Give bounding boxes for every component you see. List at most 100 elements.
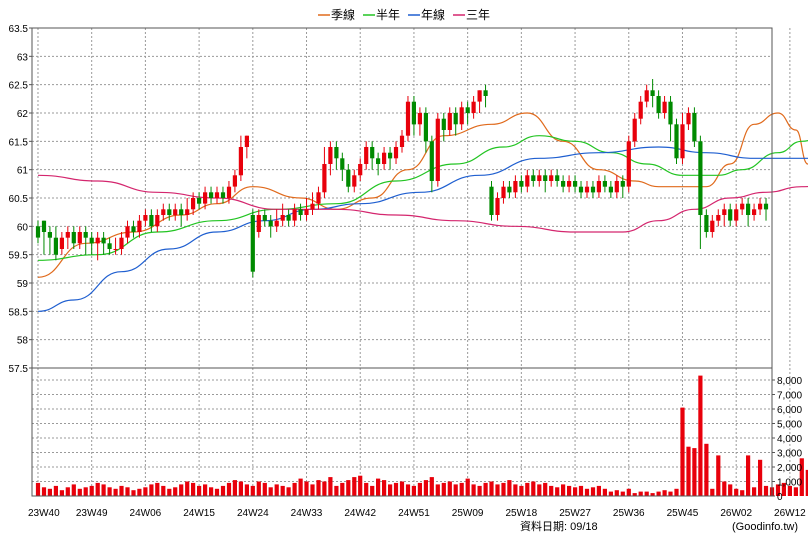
volume-bar xyxy=(405,484,411,496)
volume-bar xyxy=(507,480,512,496)
volume-bar xyxy=(799,458,804,496)
volume-bar xyxy=(746,455,751,496)
volume-bar xyxy=(584,488,590,497)
volume-bar xyxy=(292,482,297,496)
candle-body xyxy=(340,158,345,170)
candle-body xyxy=(173,209,178,215)
volume-bar xyxy=(710,488,715,497)
legend-label-3: 三年 xyxy=(466,8,490,22)
x-tick-label: 24W24 xyxy=(237,508,269,519)
candle-body xyxy=(429,141,434,181)
volume-bar xyxy=(626,488,631,497)
volume-bar xyxy=(668,491,673,496)
candle-body xyxy=(167,209,172,215)
volume-bar xyxy=(250,485,255,496)
candle-body xyxy=(161,209,166,215)
candle-body xyxy=(763,203,769,210)
volume-bar xyxy=(465,478,470,496)
candle-body xyxy=(740,203,745,210)
volume-bar xyxy=(483,482,488,496)
volume-bar xyxy=(602,488,607,497)
volume-bar xyxy=(364,482,369,496)
candle-body xyxy=(280,215,285,221)
candle-body xyxy=(555,175,560,181)
price-tick-label: 60 xyxy=(17,222,29,233)
candle-body xyxy=(197,198,202,204)
candle-body xyxy=(567,181,572,187)
volume-bar xyxy=(35,482,41,496)
volume-bar xyxy=(304,481,309,496)
candle-body xyxy=(638,101,643,119)
volume-bar xyxy=(793,487,798,496)
volume-bar xyxy=(280,485,285,496)
source-label: (Goodinfo.tw) xyxy=(732,521,798,533)
volume-bar xyxy=(197,485,202,496)
candle-body xyxy=(268,220,273,227)
volume-bar xyxy=(632,493,637,496)
candle-body xyxy=(405,101,411,136)
volume-bar xyxy=(740,490,745,496)
volume-bar xyxy=(519,485,524,496)
volume-bar xyxy=(525,482,530,496)
candle-body xyxy=(483,90,488,96)
candle-body xyxy=(495,198,500,215)
candle-body xyxy=(95,237,100,244)
candle-body xyxy=(220,192,226,198)
volume-bar xyxy=(716,455,721,496)
x-tick-label: 24W15 xyxy=(183,508,215,519)
volume-bar xyxy=(125,487,130,496)
candle-body xyxy=(471,101,476,113)
candle-body xyxy=(119,237,124,249)
candle-body xyxy=(686,113,691,125)
volume-bar xyxy=(596,485,601,496)
volume-bar xyxy=(471,484,476,496)
legend-label-1: 半年 xyxy=(376,8,400,22)
candle-body xyxy=(41,220,47,232)
volume-bar xyxy=(316,480,321,496)
candle-body xyxy=(35,226,41,238)
candle-body xyxy=(214,192,220,198)
candle-body xyxy=(584,186,590,193)
candle-body xyxy=(89,237,94,244)
candle-body xyxy=(107,243,112,249)
price-tick-label: 61.5 xyxy=(9,137,29,148)
volume-bar xyxy=(549,485,554,496)
volume-bar xyxy=(161,485,166,496)
volume-bar xyxy=(155,482,160,496)
candle-body xyxy=(382,152,387,164)
volume-bar xyxy=(805,469,808,496)
candle-body xyxy=(728,209,733,221)
volume-bar xyxy=(388,484,393,496)
candle-body xyxy=(238,147,243,176)
candle-body xyxy=(310,203,315,210)
volume-bar xyxy=(531,481,536,496)
volume-bar xyxy=(77,488,82,497)
x-tick-label: 24W42 xyxy=(344,508,376,519)
volume-bar xyxy=(590,487,596,496)
candle-body xyxy=(364,147,369,164)
volume-bar xyxy=(573,487,578,496)
candle-body xyxy=(423,113,428,142)
x-tick-label: 24W51 xyxy=(398,508,430,519)
price-tick-label: 61 xyxy=(17,166,29,177)
candle-body xyxy=(501,186,506,198)
date-label: 資料日期: 09/18 xyxy=(520,519,598,533)
volume-bar xyxy=(346,480,351,496)
candle-body xyxy=(143,215,148,221)
volume-bar xyxy=(352,477,357,496)
volume-bar xyxy=(758,459,763,497)
ma-line-1 xyxy=(37,135,808,261)
price-axis: 57.5 58 58.5 59 59.5 60 60.5 61 61.5 62 62.5 63 63.5 xyxy=(9,24,32,375)
volume-bar xyxy=(232,480,237,496)
volume-bar xyxy=(459,482,464,496)
candle-body xyxy=(346,169,351,187)
volume-bar xyxy=(256,481,261,496)
candle-body xyxy=(65,232,70,238)
volume-tick-label: 0 xyxy=(777,492,783,503)
volume-tick-label: 2,000 xyxy=(777,463,802,474)
volume-bar xyxy=(698,375,703,496)
volume-tick-label: 7,000 xyxy=(777,391,802,402)
candle-body xyxy=(459,107,464,125)
volume-bar xyxy=(441,482,446,496)
candle-body xyxy=(656,96,661,113)
